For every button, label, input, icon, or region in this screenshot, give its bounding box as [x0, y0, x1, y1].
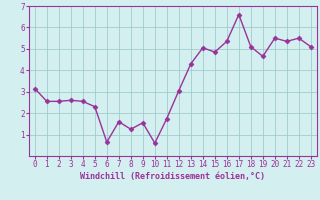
X-axis label: Windchill (Refroidissement éolien,°C): Windchill (Refroidissement éolien,°C) — [80, 172, 265, 181]
